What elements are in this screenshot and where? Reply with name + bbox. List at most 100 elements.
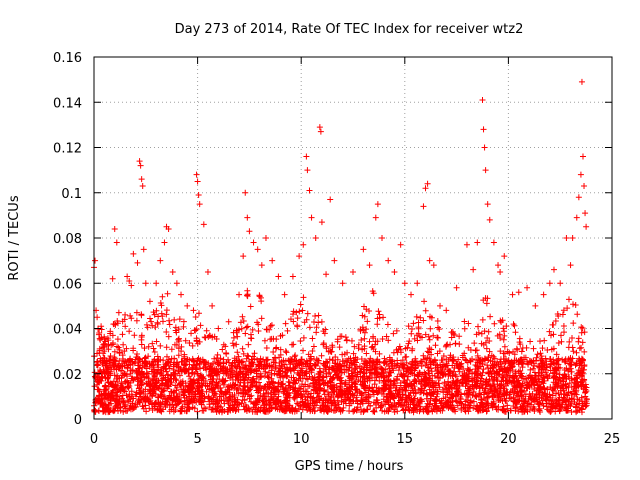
y-tick-label: 0.04 — [53, 323, 82, 338]
data-point — [366, 262, 373, 269]
data-point — [240, 253, 247, 260]
data-point — [157, 257, 164, 264]
data-point — [204, 268, 211, 275]
data-point — [374, 201, 381, 208]
data-point — [481, 144, 488, 151]
data-point — [408, 291, 415, 298]
data-point — [136, 158, 143, 165]
data-point — [577, 171, 584, 178]
data-point — [391, 268, 398, 275]
data-point — [414, 280, 421, 287]
data-point — [317, 128, 324, 135]
x-axis-label: GPS time / hours — [295, 459, 404, 474]
data-point — [579, 153, 586, 160]
data-point — [178, 291, 185, 298]
data-point — [281, 291, 288, 298]
data-point — [443, 307, 450, 314]
data-point — [115, 309, 122, 316]
data-point — [426, 257, 433, 264]
data-point — [215, 325, 222, 332]
data-point — [137, 162, 144, 169]
y-axis-ticks: 0 0.02 0.04 0.06 0.08 0.1 0.12 0.14 0.16 — [53, 51, 612, 428]
data-point — [350, 268, 356, 275]
data-point — [453, 284, 460, 291]
data-point — [360, 246, 367, 253]
data-point — [379, 235, 386, 241]
data-point — [331, 257, 338, 264]
data-point — [582, 210, 589, 217]
data-point — [323, 271, 330, 278]
data-point — [300, 241, 307, 248]
data-point — [573, 214, 580, 221]
data-point — [372, 214, 379, 221]
y-tick-label: 0.06 — [53, 277, 82, 292]
y-tick-label: 0.14 — [53, 96, 82, 111]
data-point — [490, 239, 497, 246]
data-points — [91, 78, 590, 355]
data-point — [128, 282, 135, 289]
data-point — [97, 336, 104, 343]
data-point — [470, 266, 477, 273]
x-axis-ticks: 0 5 10 15 20 25 — [90, 57, 620, 447]
data-point — [193, 171, 200, 178]
data-point — [250, 239, 257, 246]
data-point — [105, 341, 112, 348]
data-point — [289, 273, 296, 280]
data-point — [575, 194, 582, 201]
data-point — [480, 126, 487, 133]
data-point — [567, 262, 574, 269]
data-point — [242, 189, 249, 196]
data-point — [474, 239, 481, 246]
data-point — [482, 167, 489, 174]
data-point — [583, 223, 590, 230]
data-point — [109, 275, 116, 282]
data-point — [209, 302, 216, 309]
y-tick-label: 0.16 — [53, 51, 82, 66]
data-point — [422, 185, 429, 192]
data-point — [557, 280, 564, 287]
data-point — [122, 311, 129, 318]
grid-lines — [94, 57, 612, 419]
data-point — [312, 235, 319, 241]
data-point — [173, 280, 180, 287]
data-point — [246, 228, 253, 235]
data-point — [96, 330, 103, 337]
data-point — [153, 280, 160, 287]
data-point — [134, 259, 141, 266]
data-point — [385, 257, 392, 264]
data-point — [225, 318, 232, 325]
data-point — [532, 302, 539, 309]
data-point — [165, 225, 172, 232]
data-point — [550, 266, 557, 273]
data-point — [578, 78, 585, 85]
data-point — [140, 246, 147, 253]
data-point — [569, 235, 576, 241]
data-point — [195, 192, 202, 199]
data-point — [236, 291, 243, 298]
data-point — [581, 182, 588, 189]
data-point — [463, 241, 470, 248]
y-tick-label: 0.02 — [53, 368, 82, 383]
y-tick-label: 0.1 — [61, 187, 82, 202]
data-point — [515, 289, 522, 296]
x-tick-label: 15 — [397, 432, 414, 447]
data-point — [486, 216, 493, 223]
chart-title: Day 273 of 2014, Rate Of TEC Index for r… — [175, 22, 524, 37]
y-tick-label: 0.08 — [53, 232, 82, 247]
x-tick-label: 20 — [500, 432, 517, 447]
data-point — [138, 176, 145, 183]
data-point — [296, 253, 303, 260]
data-point — [258, 262, 265, 269]
data-point — [339, 280, 346, 287]
data-point — [495, 262, 502, 269]
data-point — [124, 273, 131, 280]
x-tick-label: 25 — [604, 432, 621, 447]
y-tick-label: 0 — [74, 413, 82, 428]
y-tick-label: 0.12 — [53, 142, 82, 157]
data-point — [509, 291, 516, 298]
data-point — [244, 214, 251, 221]
data-point — [101, 348, 108, 355]
data-point — [146, 298, 153, 305]
data-point — [254, 246, 261, 253]
